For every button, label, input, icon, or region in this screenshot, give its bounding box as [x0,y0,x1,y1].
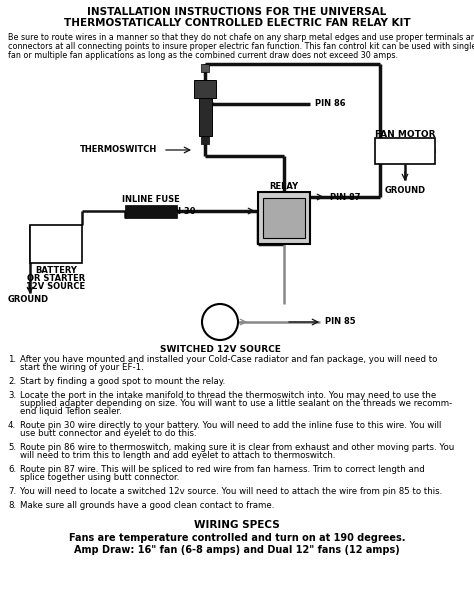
Text: 85: 85 [296,216,302,221]
Text: FAN MOTOR: FAN MOTOR [375,130,436,139]
Text: THERMOSWITCH: THERMOSWITCH [80,145,157,154]
Text: You will need to locate a switched 12v source. You will need to attach the wire : You will need to locate a switched 12v s… [20,487,442,496]
Text: 87: 87 [281,200,287,205]
Text: 3.: 3. [8,390,16,400]
Text: 4.: 4. [8,421,16,430]
Text: 5.: 5. [8,443,16,452]
Text: THERMOSTATICALLY CONTROLLED ELECTRIC FAN RELAY KIT: THERMOSTATICALLY CONTROLLED ELECTRIC FAN… [64,18,410,28]
Text: After you have mounted and installed your Cold-Case radiator and fan package, yo: After you have mounted and installed you… [20,355,438,364]
Bar [199,98,212,136]
Bar [125,205,177,218]
Text: PIN 30: PIN 30 [165,207,195,216]
Text: PIN 86: PIN 86 [315,99,346,109]
Text: Route pin 30 wire directly to your battery. You will need to add the inline fuse: Route pin 30 wire directly to your batte… [20,421,441,430]
Text: +: + [70,231,78,241]
Text: start the wiring of your EF-1.: start the wiring of your EF-1. [20,364,144,373]
Text: Amp Draw: 16" fan (6-8 amps) and Dual 12" fans (12 amps): Amp Draw: 16" fan (6-8 amps) and Dual 12… [74,545,400,555]
Text: BATTERY: BATTERY [35,266,77,275]
Text: 86: 86 [266,216,272,221]
Text: Make sure all grounds have a good clean contact to frame.: Make sure all grounds have a good clean … [20,500,274,509]
Bar [375,138,435,164]
Text: INLINE FUSE: INLINE FUSE [122,195,180,204]
Text: SWITCHED 12V SOURCE: SWITCHED 12V SOURCE [160,345,281,354]
Text: 2.: 2. [8,377,16,386]
Text: Locate the port in the intake manifold to thread the thermoswitch into. You may : Locate the port in the intake manifold t… [20,390,436,400]
Text: Be sure to route wires in a manner so that they do not chafe on any sharp metal : Be sure to route wires in a manner so th… [8,33,474,42]
Text: 30: 30 [281,231,287,236]
Text: 8.: 8. [8,500,16,509]
Text: will need to trim this to length and add eyelet to attach to thermoswitch.: will need to trim this to length and add… [20,452,336,460]
Text: connectors at all connecting points to insure proper electric fan function. This: connectors at all connecting points to i… [8,42,474,51]
Text: use butt connector and eyelet to do this.: use butt connector and eyelet to do this… [20,430,197,438]
Bar [201,136,209,144]
Text: 1.: 1. [8,355,16,364]
Text: OR STARTER: OR STARTER [27,274,85,283]
Bar [263,198,305,238]
Text: GROUND: GROUND [8,295,49,304]
Bar [201,64,209,72]
Text: fan or multiple fan applications as long as the combined current draw does not e: fan or multiple fan applications as long… [8,51,398,60]
Bar [258,192,310,244]
Text: INSTALLATION INSTRUCTIONS FOR THE UNIVERSAL: INSTALLATION INSTRUCTIONS FOR THE UNIVER… [87,7,387,17]
Text: Fans are temperature controlled and turn on at 190 degrees.: Fans are temperature controlled and turn… [69,533,405,543]
Text: PIN 85: PIN 85 [325,318,356,327]
Text: WIRING SPECS: WIRING SPECS [194,520,280,530]
Text: supplied adapter depending on size. You will want to use a little sealant on the: supplied adapter depending on size. You … [20,399,452,408]
Text: -: - [36,231,40,241]
Text: Route pin 87 wire. This will be spliced to red wire from fan harness. Trim to co: Route pin 87 wire. This will be spliced … [20,465,425,474]
Text: end liquid Teflon sealer.: end liquid Teflon sealer. [20,408,122,416]
Text: RELAY: RELAY [269,182,299,191]
Text: GROUND: GROUND [384,186,426,195]
Text: 7.: 7. [8,487,16,496]
Bar [194,80,216,98]
Text: splice together using butt connector.: splice together using butt connector. [20,473,179,482]
Text: Start by finding a good spot to mount the relay.: Start by finding a good spot to mount th… [20,377,225,386]
Text: Route pin 86 wire to thermoswitch, making sure it is clear from exhaust and othe: Route pin 86 wire to thermoswitch, makin… [20,443,454,452]
Text: PIN 87: PIN 87 [330,192,361,202]
Bar [30,225,82,263]
Text: 6.: 6. [8,465,16,474]
Text: 12V SOURCE: 12V SOURCE [27,282,86,291]
